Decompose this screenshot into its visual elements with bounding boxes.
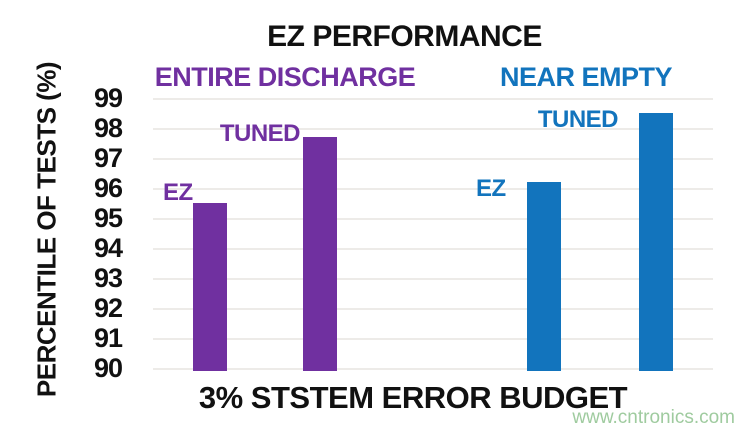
- x-axis-label: 3% STSTEM ERROR BUDGET: [198, 380, 628, 415]
- gridline: [153, 368, 713, 370]
- y-tick-label: 92: [93, 293, 123, 323]
- bar-entire-discharge-tuned: [303, 137, 337, 371]
- gridline: [153, 338, 713, 340]
- y-tick-label: 96: [93, 173, 123, 203]
- bar-entire-discharge-ez: [193, 203, 227, 371]
- gridline: [153, 248, 713, 250]
- y-tick-label: 95: [93, 203, 123, 233]
- bar-near-empty-ez: [527, 182, 561, 371]
- bar-label-entire-discharge-ez: EZ: [163, 179, 193, 206]
- y-tick-label: 99: [93, 83, 123, 113]
- gridline: [153, 188, 713, 190]
- bar-near-empty-tuned: [639, 113, 673, 371]
- y-tick-label: 97: [93, 143, 123, 173]
- bar-label-near-empty-tuned: TUNED: [537, 106, 619, 133]
- gridline: [153, 308, 713, 310]
- y-axis-ticks: 99 98 97 96 95 94 93 92 91 90: [58, 84, 123, 398]
- bar-label-near-empty-ez: EZ: [476, 175, 506, 202]
- y-tick-label: 90: [93, 353, 123, 383]
- gridline: [153, 278, 713, 280]
- watermark: www.cntronics.com: [572, 407, 735, 428]
- y-tick-label: 93: [93, 263, 123, 293]
- gridline: [153, 98, 713, 100]
- group-label-near-empty: NEAR EMPTY: [500, 62, 673, 92]
- group-label-entire-discharge: ENTIRE DISCHARGE: [154, 62, 416, 92]
- gridline: [153, 128, 713, 130]
- gridline: [153, 158, 713, 160]
- y-tick-label: 98: [93, 113, 123, 143]
- y-tick-label: 91: [93, 323, 123, 353]
- gridline: [153, 218, 713, 220]
- bar-label-entire-discharge-tuned: TUNED: [219, 120, 301, 147]
- y-tick-label: 94: [93, 233, 123, 263]
- chart-title: EZ PERFORMANCE: [267, 20, 542, 53]
- plot-area: [153, 98, 713, 371]
